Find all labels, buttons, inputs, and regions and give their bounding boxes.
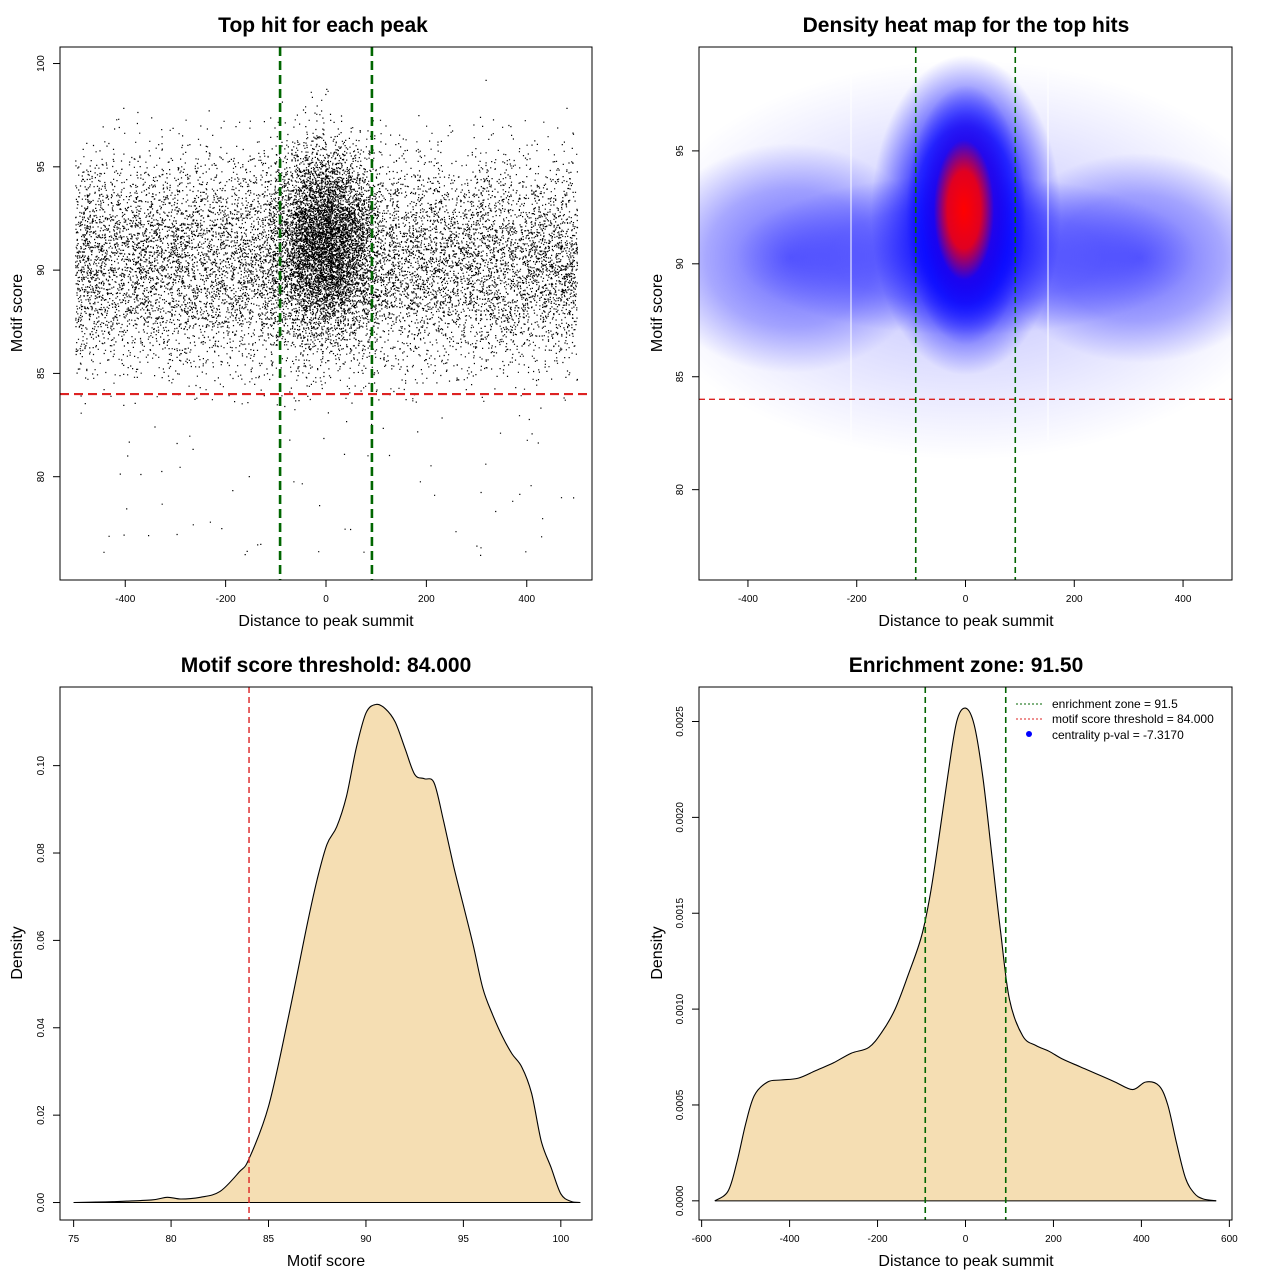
distance-density-x-tick-label: 600 [1221, 1234, 1238, 1245]
distance-density-y-tick-label: 0.0015 [675, 898, 686, 929]
scatter-y-tick-label: 100 [36, 55, 47, 72]
distance-density-x-tick-label: -600 [692, 1234, 712, 1245]
score-density-panel: Motif score threshold: 84.000 75 80 85 90 95… [9, 654, 593, 1270]
scatter-x-tick-label: -200 [216, 594, 236, 605]
score-density-y-tick-label: 0.06 [36, 930, 47, 950]
scatter-x-tick-label: -400 [115, 594, 135, 605]
heatmap-panel: Density heat map for the top hits -400 -2… [649, 14, 1233, 630]
legend-label-enrichment-zone: enrichment zone = 91.5 [1052, 697, 1178, 711]
heatmap-field [699, 47, 1232, 580]
score-density-axes: 75 80 85 90 95 100 0.00 0.02 0.04 0.06 0.08 0.10 [36, 755, 570, 1245]
distance-density-y-axis-label: Density [649, 926, 666, 979]
heatmap-title: Density heat map for the top hits [803, 14, 1130, 37]
distance-density-curve [714, 707, 1217, 1202]
heatmap-x-tick-label: -400 [738, 594, 758, 605]
distance-density-axes: -600 -400 -200 0 200 400 600 0.0000 0.0005 0.0010… [675, 706, 1238, 1245]
heatmap-y-tick-label: 85 [675, 371, 686, 383]
score-density-y-tick-label: 0.02 [36, 1105, 47, 1125]
legend-label-threshold: motif score threshold = 84.000 [1052, 712, 1214, 726]
distance-density-y-tick-label: 0.0000 [675, 1185, 686, 1216]
distance-density-x-tick-label: -400 [780, 1234, 800, 1245]
score-density-curve [73, 703, 581, 1204]
distance-density-x-axis-label: Distance to peak summit [878, 1253, 1054, 1270]
score-density-x-tick-label: 90 [360, 1234, 372, 1245]
score-density-x-tick-label: 75 [68, 1234, 80, 1245]
score-density-x-tick-label: 85 [263, 1234, 275, 1245]
heatmap-y-tick-label: 80 [675, 484, 686, 496]
scatter-y-tick-label: 80 [36, 471, 47, 483]
legend-dot-centrality [1026, 731, 1032, 737]
distance-density-panel: Enrichment zone: 91.50 -600 -400 -200 0 200 4… [649, 654, 1238, 1270]
scatter-y-axis-label: Motif score [9, 274, 26, 352]
scatter-x-tick-label: 200 [418, 594, 435, 605]
score-density-x-axis-label: Motif score [287, 1253, 365, 1270]
heatmap-guides [699, 47, 1232, 580]
scatter-guides [60, 47, 592, 580]
distance-density-x-tick-label: -200 [868, 1234, 888, 1245]
scatter-x-tick-label: 0 [323, 594, 329, 605]
scatter-points [75, 79, 579, 557]
distance-density-y-tick-label: 0.0005 [675, 1089, 686, 1120]
heatmap-y-tick-label: 95 [675, 145, 686, 157]
distance-density-y-tick-label: 0.0010 [675, 993, 686, 1024]
distance-density-x-tick-label: 200 [1045, 1234, 1062, 1245]
score-density-x-tick-label: 95 [458, 1234, 470, 1245]
score-density-area-fill [73, 704, 581, 1203]
scatter-axes: -400 -200 0 200 400 80 85 90 95 100 [36, 55, 536, 605]
score-density-title: Motif score threshold: 84.000 [181, 654, 472, 677]
heatmap-core-red [934, 140, 994, 280]
distance-density-title: Enrichment zone: 91.50 [849, 654, 1084, 677]
heatmap-y-axis-label: Motif score [649, 274, 666, 352]
heatmap-x-axis-label: Distance to peak summit [878, 613, 1054, 630]
distance-density-y-tick-label: 0.0025 [675, 706, 686, 737]
scatter-point-cloud [75, 79, 579, 557]
score-density-y-tick-label: 0.08 [36, 843, 47, 863]
score-density-y-axis-label: Density [9, 926, 26, 979]
score-density-y-tick-label: 0.04 [36, 1018, 47, 1038]
heatmap-x-tick-label: -200 [847, 594, 867, 605]
legend: enrichment zone = 91.5 motif score thres… [1016, 697, 1214, 742]
heatmap-x-tick-label: 0 [963, 594, 969, 605]
score-density-y-tick-label: 0.00 [36, 1192, 47, 1212]
scatter-y-tick-label: 85 [36, 367, 47, 379]
distance-density-plot [714, 687, 1217, 1220]
heatmap-x-tick-label: 200 [1066, 594, 1083, 605]
distance-density-x-tick-label: 0 [963, 1234, 969, 1245]
scatter-title: Top hit for each peak [218, 14, 428, 37]
score-density-x-tick-label: 80 [166, 1234, 178, 1245]
heatmap-x-tick-label: 400 [1175, 594, 1192, 605]
legend-label-centrality: centrality p-val = -7.3170 [1052, 728, 1184, 742]
distance-density-x-tick-label: 400 [1133, 1234, 1150, 1245]
distance-density-y-tick-label: 0.0020 [675, 802, 686, 833]
distance-density-area-fill [714, 708, 1217, 1201]
score-density-x-tick-label: 100 [552, 1234, 569, 1245]
heatmap-y-tick-label: 90 [675, 258, 686, 270]
scatter-x-tick-label: 400 [518, 594, 535, 605]
heatmap-axes: -400 -200 0 200 400 80 85 90 95 [675, 145, 1192, 605]
scatter-panel: Top hit for each peak -400 -200 0 200 400 80 8… [9, 14, 593, 630]
scatter-x-axis-label: Distance to peak summit [238, 613, 414, 630]
score-density-y-tick-label: 0.10 [36, 755, 47, 775]
scatter-y-tick-label: 90 [36, 264, 47, 276]
score-density-plot [73, 687, 581, 1220]
scatter-y-tick-label: 95 [36, 161, 47, 173]
